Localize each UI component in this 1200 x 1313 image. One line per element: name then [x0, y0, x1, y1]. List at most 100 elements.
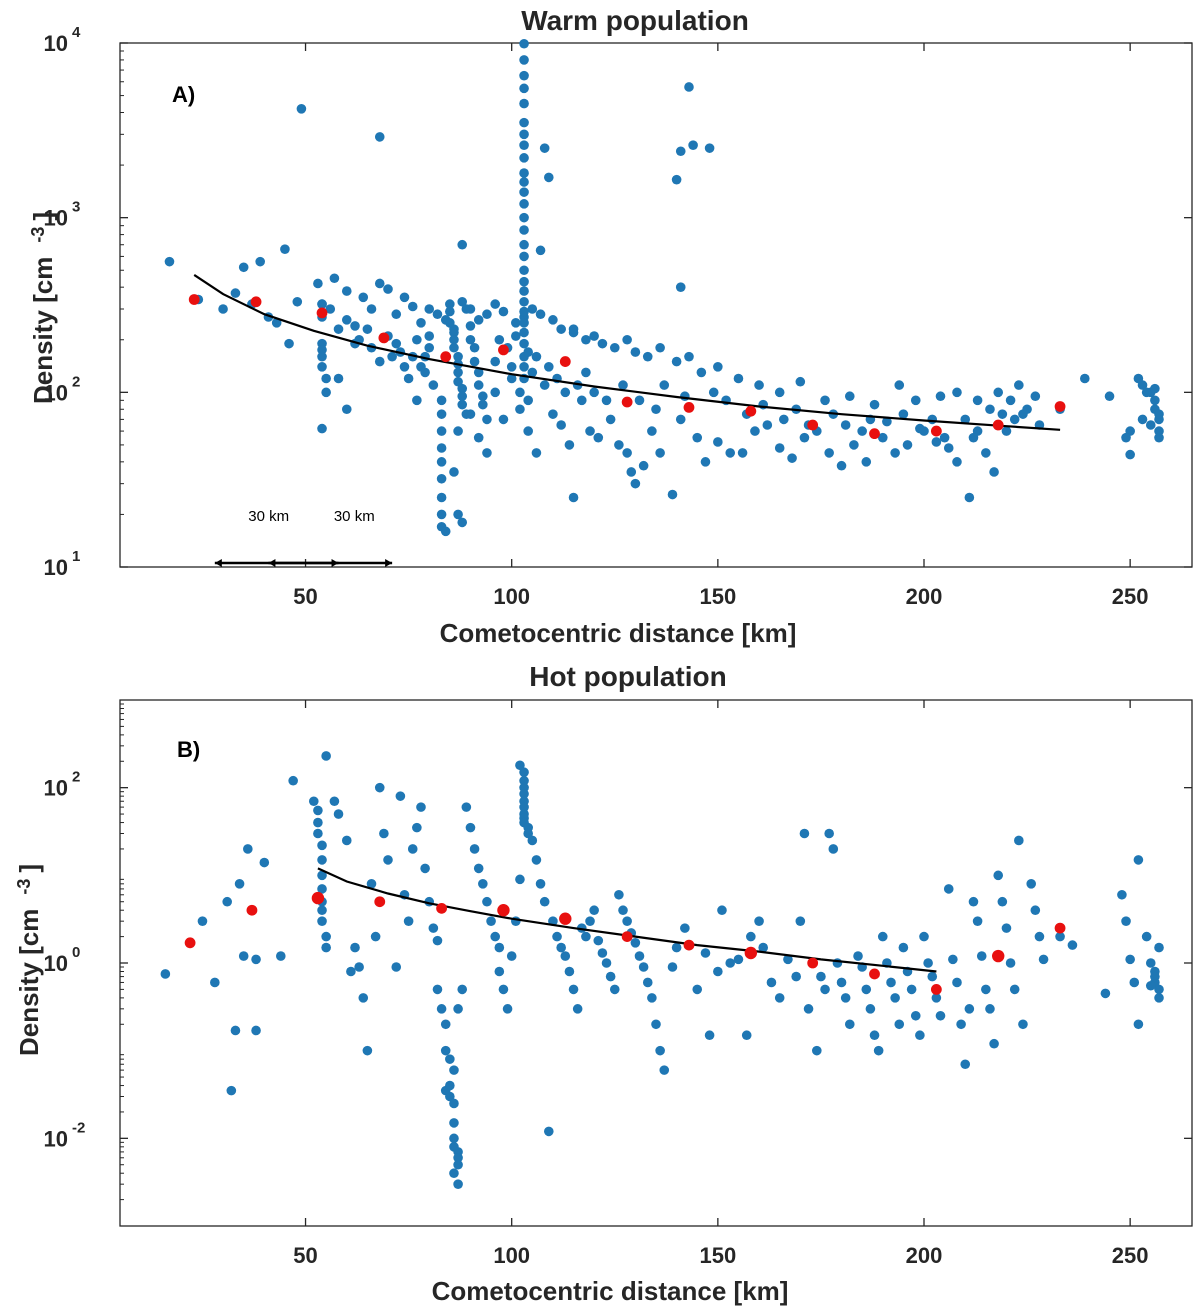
data-point — [717, 905, 727, 916]
data-point — [317, 362, 327, 372]
data-point — [1080, 373, 1090, 384]
data-point — [713, 437, 723, 447]
data-point — [457, 984, 468, 995]
data-point — [519, 225, 529, 235]
average-point — [184, 937, 196, 949]
data-point — [280, 244, 290, 254]
data-point — [519, 140, 529, 150]
data-point — [374, 278, 385, 289]
data-point — [952, 977, 962, 988]
data-point — [230, 1025, 241, 1036]
data-point — [882, 416, 892, 427]
data-point — [160, 969, 171, 979]
data-point — [457, 391, 468, 402]
data-point — [733, 373, 744, 384]
data-point — [399, 362, 410, 372]
data-point — [511, 318, 521, 328]
data-point — [952, 457, 962, 467]
data-point — [346, 966, 356, 977]
data-point — [407, 844, 418, 854]
data-point — [556, 420, 566, 430]
data-point — [589, 905, 599, 916]
data-point — [498, 414, 509, 425]
data-point — [358, 993, 369, 1003]
data-point — [589, 331, 599, 341]
data-point — [457, 239, 468, 250]
data-point — [873, 1045, 884, 1056]
average-point — [497, 904, 510, 917]
average-point — [440, 351, 452, 363]
average-point — [621, 931, 633, 943]
fit-line — [317, 867, 937, 973]
data-point — [1125, 449, 1135, 460]
data-point — [539, 896, 550, 907]
data-point — [568, 324, 579, 334]
data-point — [506, 362, 517, 372]
data-point — [296, 104, 307, 114]
data-point — [490, 931, 501, 942]
data-point — [572, 1004, 583, 1014]
data-point — [317, 905, 327, 916]
data-point — [630, 478, 641, 489]
data-point — [997, 896, 1008, 907]
data-point — [325, 304, 336, 314]
data-point — [713, 966, 723, 977]
data-point — [519, 38, 529, 49]
data-point — [391, 309, 402, 320]
data-point — [680, 391, 690, 402]
data-point — [910, 1010, 921, 1021]
data-point — [976, 951, 987, 961]
scale-bar — [268, 559, 393, 567]
data-point — [407, 301, 418, 312]
data-point — [436, 473, 447, 484]
data-point — [1141, 931, 1152, 942]
data-point — [399, 292, 410, 303]
data-point — [230, 288, 241, 298]
data-point — [1034, 931, 1045, 942]
data-point — [519, 802, 529, 812]
average-point — [188, 294, 200, 305]
data-point — [317, 916, 327, 926]
data-point — [1145, 958, 1156, 968]
data-point — [416, 318, 426, 328]
data-point — [449, 467, 459, 477]
data-point — [445, 299, 455, 309]
data-point — [473, 367, 484, 378]
y-axis-label-text: Density [cm — [14, 909, 44, 1056]
data-point — [642, 977, 653, 988]
data-point — [403, 373, 414, 384]
data-point — [453, 351, 463, 362]
x-tick-label: 250 — [1112, 1243, 1149, 1268]
data-point — [527, 304, 538, 314]
data-point — [329, 796, 340, 807]
data-point — [519, 789, 529, 799]
data-point — [564, 966, 575, 977]
data-point — [271, 318, 282, 328]
data-point — [432, 984, 443, 995]
data-point — [1014, 380, 1024, 390]
data-point — [494, 966, 505, 977]
data-point — [412, 334, 422, 345]
data-point — [704, 1030, 715, 1041]
average-point — [1054, 922, 1066, 934]
data-point — [671, 942, 682, 953]
data-point — [593, 935, 604, 946]
data-point — [535, 879, 546, 889]
data-point — [774, 387, 785, 398]
y-tick-base: 10 — [44, 951, 68, 976]
y-tick-base: 10 — [44, 31, 68, 56]
data-point — [317, 884, 327, 894]
data-point — [564, 440, 575, 450]
data-point — [1005, 395, 1016, 406]
data-point — [292, 296, 303, 307]
data-point — [894, 380, 905, 390]
data-point — [519, 318, 529, 328]
data-point — [1014, 835, 1024, 846]
data-point — [1154, 993, 1164, 1003]
data-point — [601, 958, 612, 968]
data-point — [313, 828, 323, 839]
data-point — [465, 822, 476, 833]
data-point — [560, 951, 571, 961]
data-point — [634, 395, 645, 406]
data-point — [943, 884, 954, 894]
